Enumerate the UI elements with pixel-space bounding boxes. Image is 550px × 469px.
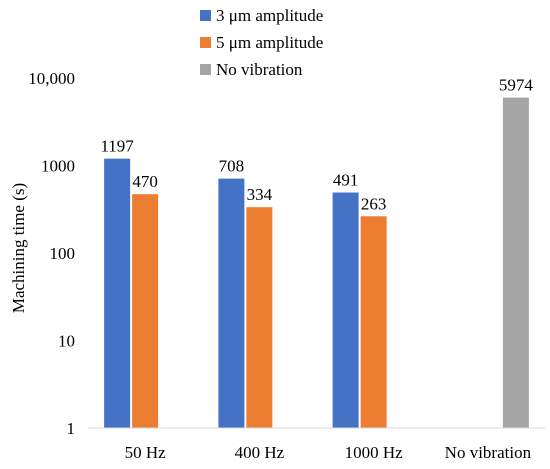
x-category-label: 50 Hz xyxy=(125,443,167,462)
data-label: 470 xyxy=(132,172,158,191)
data-label: 708 xyxy=(219,157,245,176)
bar-5-m-amplitude xyxy=(132,194,159,428)
y-axis-ticks: 1 10 100 1000 10,000 xyxy=(28,69,75,438)
bar-5-m-amplitude xyxy=(246,207,273,428)
bar-no-vibration xyxy=(502,97,529,429)
data-label: 1197 xyxy=(100,137,134,156)
bar-3-m-amplitude xyxy=(218,178,245,428)
legend-label: No vibration xyxy=(216,60,303,79)
x-category-label: 400 Hz xyxy=(235,443,285,462)
bars xyxy=(104,97,529,429)
legend: 3 μm amplitude 5 μm amplitude No vibration xyxy=(200,6,323,79)
y-axis-title: Machining time (s) xyxy=(9,183,28,313)
legend-swatch xyxy=(200,10,211,21)
y-tick-label: 10 xyxy=(58,332,75,351)
y-tick-label: 100 xyxy=(50,244,76,263)
bar-3-m-amplitude xyxy=(104,158,131,429)
y-tick-label: 1000 xyxy=(41,157,75,176)
data-label: 263 xyxy=(361,194,387,213)
legend-swatch xyxy=(200,64,211,75)
x-category-label: 1000 Hz xyxy=(345,443,404,462)
bar-5-m-amplitude xyxy=(360,216,387,428)
y-tick-label: 1 xyxy=(67,419,76,438)
legend-swatch xyxy=(200,37,211,48)
data-labels: 1197 708 491 470 334 263 5974 xyxy=(100,76,533,214)
data-label: 491 xyxy=(333,171,359,190)
x-category-label: No vibration xyxy=(445,443,532,462)
y-tick-label: 10,000 xyxy=(28,69,75,88)
legend-label: 5 μm amplitude xyxy=(216,33,323,52)
legend-label: 3 μm amplitude xyxy=(216,6,323,25)
x-axis-categories: 50 Hz 400 Hz 1000 Hz No vibration xyxy=(125,443,532,462)
data-label: 334 xyxy=(247,185,273,204)
bar-3-m-amplitude xyxy=(332,192,359,428)
data-label: 5974 xyxy=(499,76,534,95)
